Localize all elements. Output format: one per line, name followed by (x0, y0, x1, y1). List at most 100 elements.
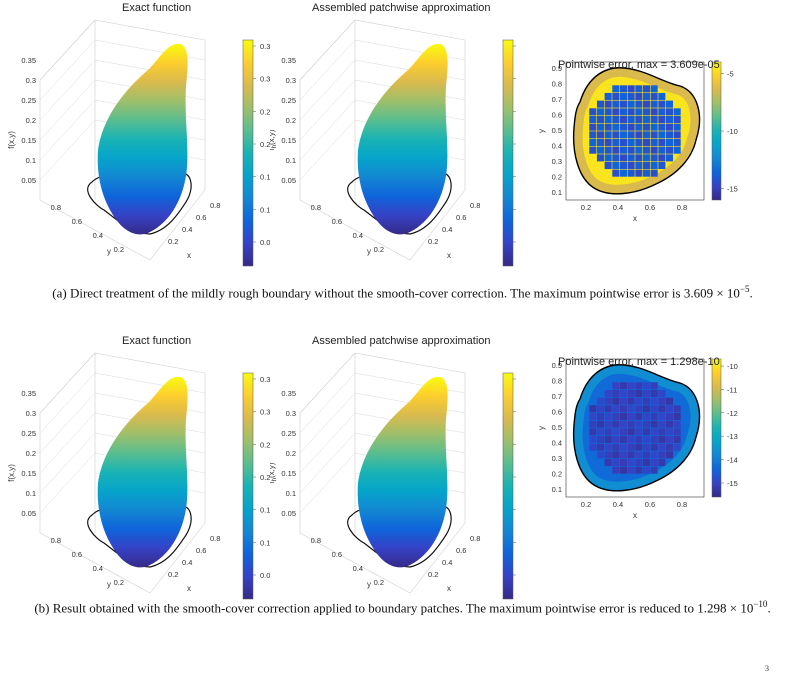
gridline (39, 392, 96, 454)
error-cell (619, 397, 628, 405)
plot-title: Exact function (122, 335, 192, 347)
error-cell (612, 412, 620, 421)
error-cell (589, 420, 597, 428)
x-tick-label: 0.8 (677, 203, 687, 212)
error-cell (604, 115, 612, 124)
error-cell (612, 85, 620, 93)
z-tick-label: 0.05 (281, 509, 296, 518)
error-cell (635, 85, 643, 93)
error-cell (650, 382, 658, 390)
y-tick-label: 0.8 (552, 377, 562, 386)
error-cell (619, 154, 628, 162)
colorbar-tick-label: 0.3 (260, 408, 270, 417)
error-cell (658, 154, 666, 162)
error-cell (612, 382, 620, 390)
gridline (94, 372, 206, 394)
z-tick-label: 0.35 (281, 56, 296, 65)
error-cell (650, 100, 658, 108)
function-surface (97, 43, 188, 235)
error-cell (619, 412, 628, 421)
error-cell (604, 443, 612, 451)
error-cell (604, 389, 612, 398)
error-cell (596, 131, 605, 139)
colorbar-tick-label: -5 (727, 70, 734, 79)
colorbar (711, 61, 722, 201)
y-axis-label: y (367, 247, 371, 256)
error-cell (627, 443, 635, 451)
error-cell (650, 451, 658, 459)
error-cell (612, 100, 620, 108)
z-tick-label: 0.05 (21, 176, 36, 185)
error-cell (665, 397, 674, 405)
error-cell (658, 123, 666, 131)
error-cell (627, 397, 635, 405)
colorbar-tick-label: -14 (727, 456, 738, 465)
error-cell (658, 412, 666, 421)
y-tick-label: 0.9 (552, 64, 562, 73)
error-cell (635, 443, 643, 451)
y-tick-label: 0.5 (552, 126, 562, 135)
error-cell (589, 412, 597, 421)
error-cell (665, 146, 674, 154)
gridline (39, 352, 96, 414)
error-cell (612, 435, 620, 444)
x-tick-label: 0.4 (613, 500, 623, 509)
z-tick-label: 0.15 (21, 136, 36, 145)
z-tick-label: 0.15 (281, 469, 296, 478)
x-tick-label: 0.6 (456, 213, 466, 222)
error-cell (604, 131, 612, 139)
y-tick-label: 0.9 (552, 361, 562, 370)
axis-floor (39, 522, 206, 594)
plot-title: Assembled patchwise approximation (312, 335, 491, 347)
caption-b: (b) Result obtained with the smooth-cove… (0, 599, 805, 616)
colorbar (502, 372, 514, 600)
error-cell (673, 428, 681, 436)
function-surface (97, 376, 188, 568)
z-axis-label-args: (x,y) (270, 462, 276, 478)
error-cell (665, 405, 674, 413)
colorbar-tick-label: 0.1 (260, 538, 270, 547)
y-tick-label: 0.7 (552, 95, 562, 104)
colorbar (711, 358, 722, 498)
gridline (39, 99, 96, 161)
x-tick-label: 0.4 (182, 558, 192, 567)
error-cell (619, 451, 628, 459)
error-cell (604, 123, 612, 131)
error-cell (612, 443, 620, 451)
error-cell (612, 428, 620, 436)
error-cell (658, 100, 666, 108)
error-cell (635, 92, 643, 101)
error-cell (619, 108, 628, 116)
gridline (354, 39, 466, 61)
gridline (39, 412, 96, 474)
z-tick-label: 0.35 (281, 389, 296, 398)
y-tick-label: 0.3 (552, 454, 562, 463)
error-cell (650, 131, 658, 139)
gridline (299, 59, 356, 121)
gridline (39, 452, 96, 514)
error-cell (596, 146, 605, 154)
error-cell (635, 420, 643, 428)
x-tick-label: 0.8 (470, 534, 480, 543)
x-axis-label: x (187, 584, 191, 593)
error-cell (650, 169, 658, 177)
caption-end: . (767, 600, 771, 616)
error-cell (650, 466, 658, 474)
subfigure-b: Exact function 0.05 0.1 0.15 0.2 0.25 0.3 0.35… (0, 333, 805, 643)
colorbar-tick-label: 0.3 (260, 75, 270, 84)
error-cell (635, 397, 643, 405)
y-tick-label: 0.4 (93, 564, 103, 573)
error-cell (604, 458, 612, 467)
colorbar-tick-label: -15 (727, 479, 738, 488)
error-cell (619, 138, 628, 147)
error-cell (627, 161, 635, 170)
error-cell (650, 115, 658, 124)
function-surface (357, 376, 448, 568)
error-cell (642, 154, 651, 162)
gridline (39, 19, 96, 81)
caption-a: (a) Direct treatment of the mildly rough… (0, 284, 805, 301)
error-cell (665, 123, 674, 131)
error-cell (642, 138, 651, 147)
error-cell (596, 405, 605, 413)
error-cell (619, 131, 628, 139)
